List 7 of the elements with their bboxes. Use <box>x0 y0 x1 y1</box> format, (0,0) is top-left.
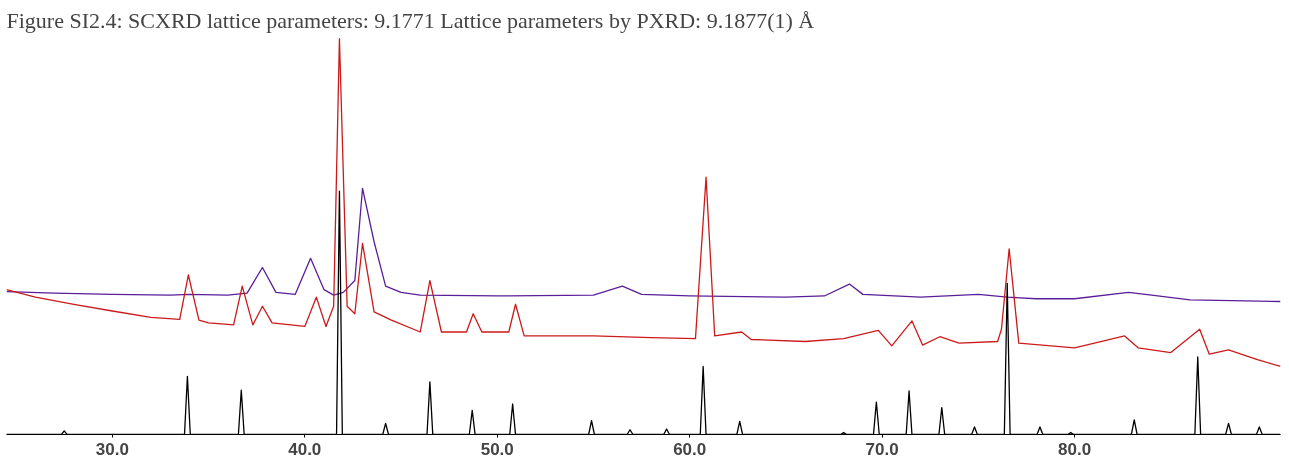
x-tick-label: 50.0 <box>480 439 514 457</box>
x-tick-label: 60.0 <box>673 439 707 457</box>
x-tick-label: 30.0 <box>95 439 129 457</box>
x-tick-label: 80.0 <box>1058 439 1092 457</box>
x-tick-label: 40.0 <box>288 439 322 457</box>
chart-title: Figure SI2.4: SCXRD lattice parameters: 9.1771 Lattice parameters by PXRD: 9.1877(1) Å <box>6 7 815 33</box>
x-tick-label: 70.0 <box>865 439 899 457</box>
